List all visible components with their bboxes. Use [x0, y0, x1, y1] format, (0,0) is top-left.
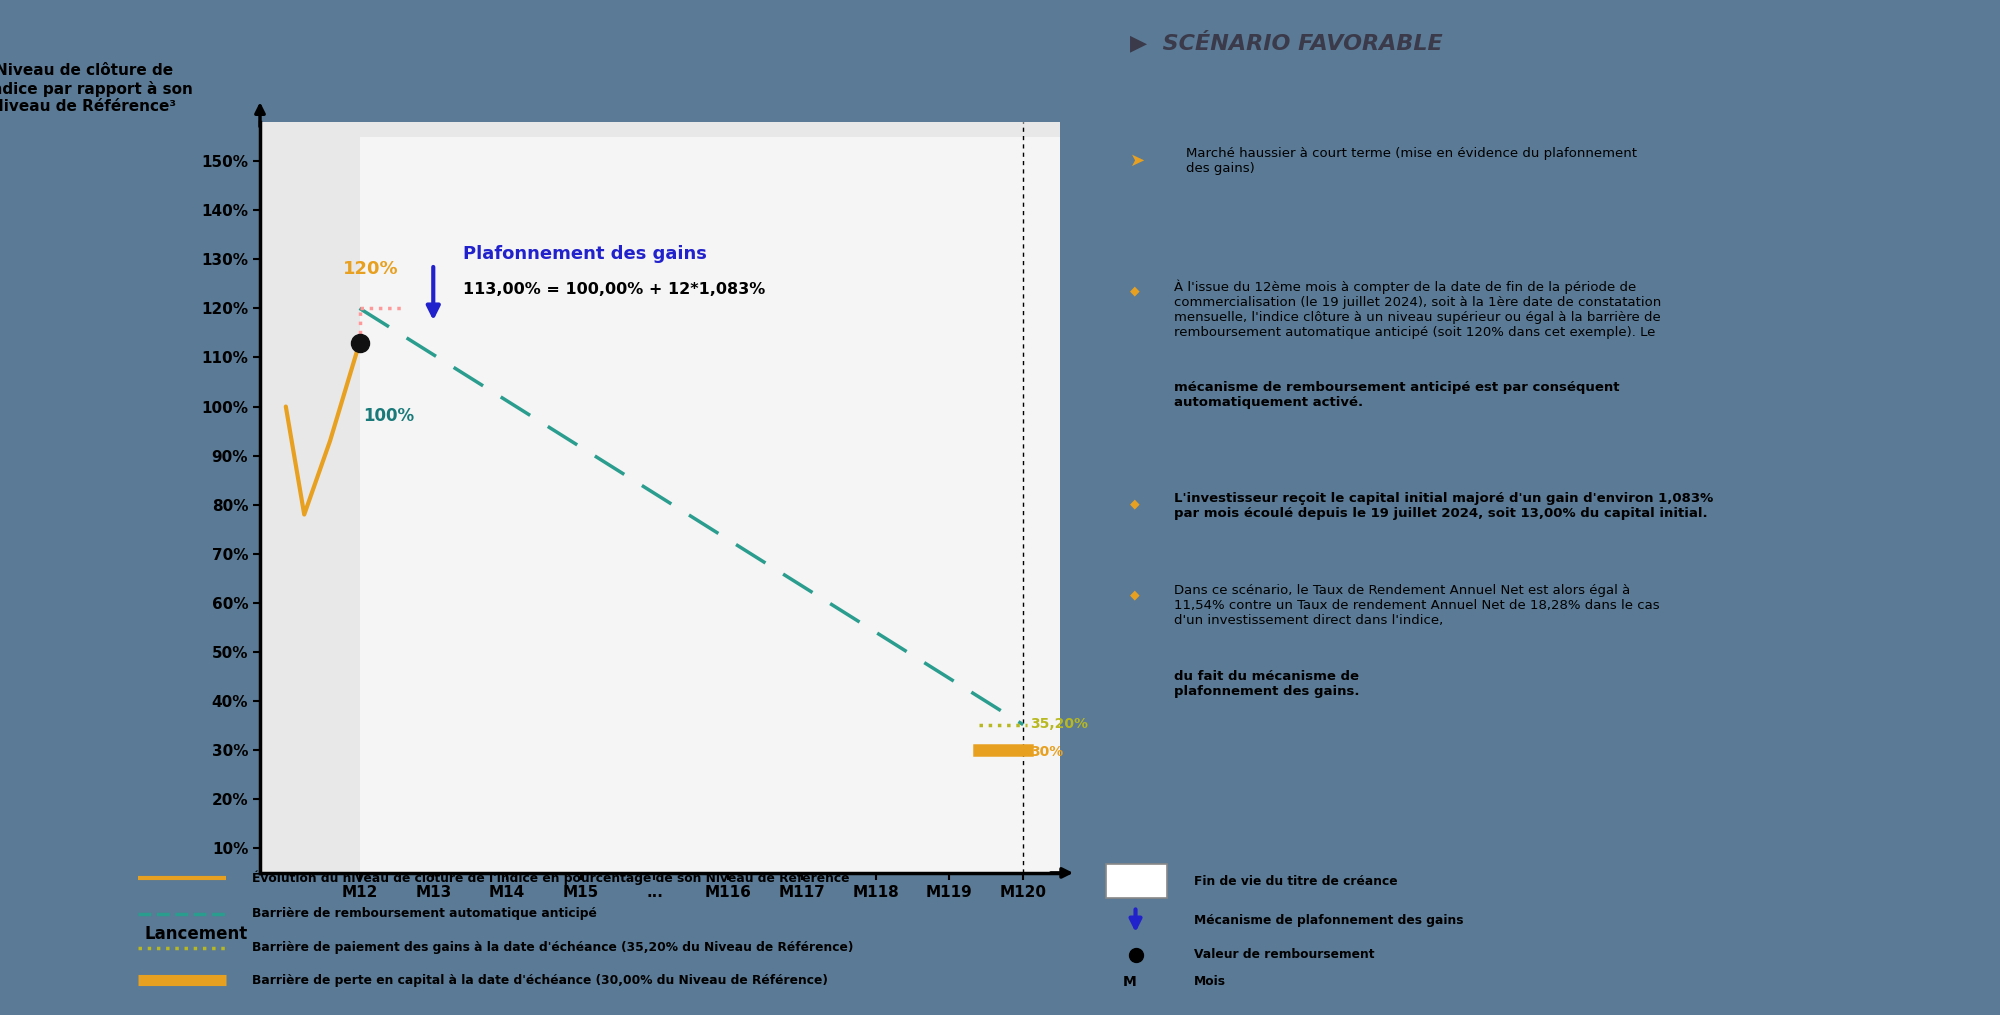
- Text: ◆: ◆: [1130, 284, 1140, 297]
- FancyBboxPatch shape: [1106, 864, 1168, 898]
- Text: ◆: ◆: [1130, 589, 1140, 602]
- Text: L'investisseur reçoit le capital initial majoré d'un gain d'environ 1,083%
par m: L'investisseur reçoit le capital initial…: [1174, 492, 1714, 521]
- Text: Valeur de remboursement: Valeur de remboursement: [1194, 948, 1374, 961]
- Text: mécanisme de remboursement anticipé est par conséquent
automatiquement activé.: mécanisme de remboursement anticipé est …: [1174, 381, 1620, 409]
- Text: Lancement: Lancement: [144, 926, 248, 944]
- Text: Barrière de remboursement automatique anticipé: Barrière de remboursement automatique an…: [252, 907, 596, 921]
- Text: Plafonnement des gains: Plafonnement des gains: [462, 246, 706, 263]
- Text: M: M: [1124, 975, 1136, 989]
- Text: Dans ce scénario, le Taux de Rendement Annuel Net est alors égal à
11,54% contre: Dans ce scénario, le Taux de Rendement A…: [1174, 584, 1660, 626]
- Text: Barrière de paiement des gains à la date d'échéance (35,20% du Niveau de Référen: Barrière de paiement des gains à la date…: [252, 941, 854, 954]
- Text: 100%: 100%: [364, 407, 414, 425]
- Text: ➤: ➤: [1130, 152, 1146, 171]
- Bar: [360, 137, 1060, 873]
- Text: Évolution du niveau de clôture de l'indice en pourcentage de son Niveau de Référ: Évolution du niveau de clôture de l'indi…: [252, 871, 850, 885]
- Text: ◆: ◆: [1130, 497, 1140, 511]
- Text: du fait du mécanisme de
plafonnement des gains.: du fait du mécanisme de plafonnement des…: [1174, 670, 1360, 698]
- Text: À l'issue du 12ème mois à compter de la date de fin de la période de
commerciali: À l'issue du 12ème mois à compter de la …: [1174, 279, 1662, 339]
- Text: 113,00% = 100,00% + 12*1,083%: 113,00% = 100,00% + 12*1,083%: [462, 281, 766, 296]
- Text: 35,20%: 35,20%: [1030, 717, 1088, 731]
- Text: Mois: Mois: [1194, 975, 1226, 989]
- Text: Marché haussier à court terme (mise en évidence du plafonnement
des gains): Marché haussier à court terme (mise en é…: [1186, 147, 1636, 176]
- Text: Barrière de perte en capital à la date d'échéance (30,00% du Niveau de Référence: Barrière de perte en capital à la date d…: [252, 974, 828, 987]
- Text: 30%: 30%: [1030, 745, 1064, 759]
- Text: Mécanisme de plafonnement des gains: Mécanisme de plafonnement des gains: [1194, 915, 1464, 928]
- Text: Niveau de clôture de
l'Indice par rapport à son
Niveau de Référence³: Niveau de clôture de l'Indice par rappor…: [0, 63, 192, 115]
- Text: ▶  SCÉNARIO FAVORABLE: ▶ SCÉNARIO FAVORABLE: [1130, 30, 1442, 53]
- Text: Fin de vie du titre de créance: Fin de vie du titre de créance: [1194, 875, 1398, 887]
- Text: 120%: 120%: [344, 260, 398, 278]
